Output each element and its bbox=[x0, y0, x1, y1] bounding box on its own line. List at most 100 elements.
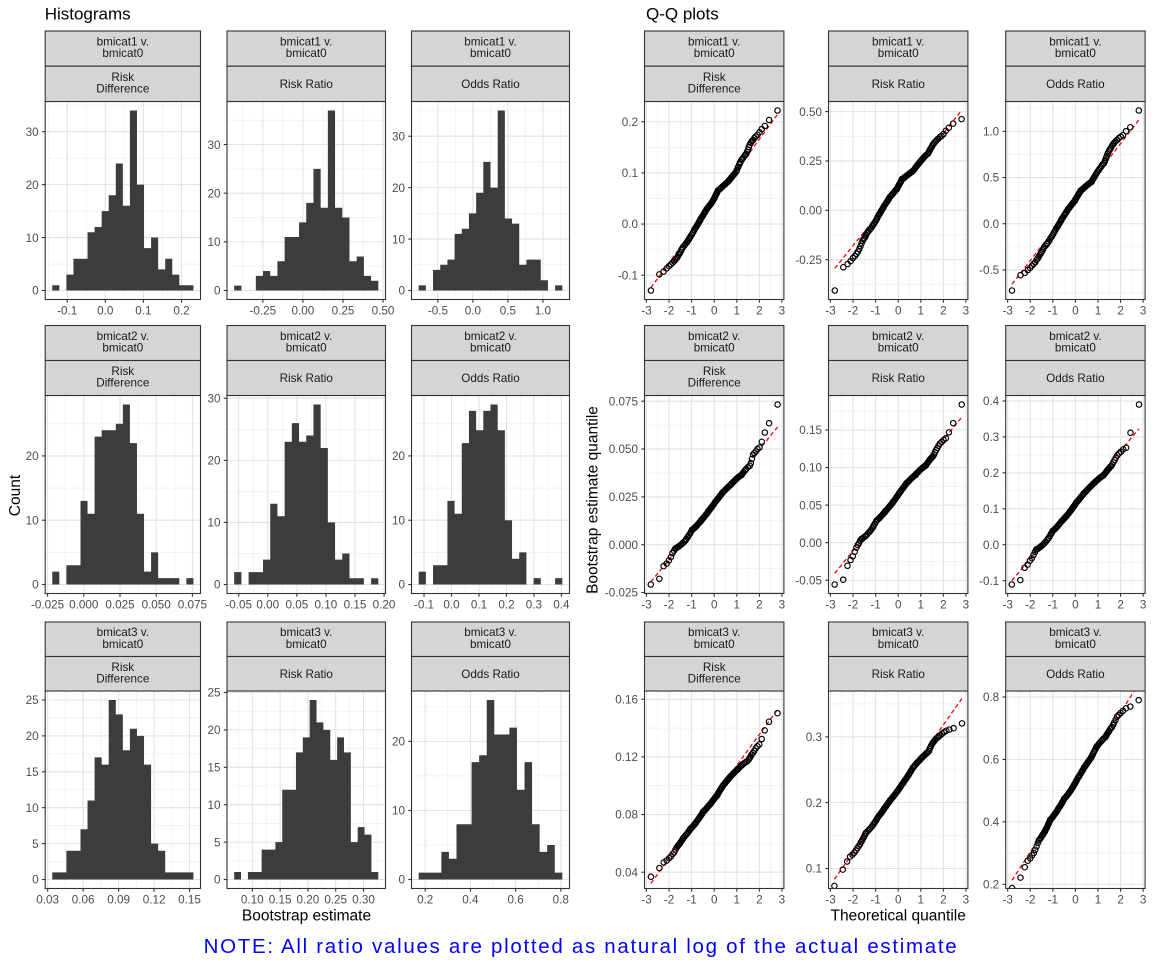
svg-text:0.25: 0.25 bbox=[799, 155, 822, 168]
svg-text:0: 0 bbox=[895, 598, 902, 611]
svg-text:0.00: 0.00 bbox=[799, 537, 822, 550]
svg-text:0.2: 0.2 bbox=[417, 893, 433, 906]
svg-text:-0.025: -0.025 bbox=[605, 587, 639, 600]
svg-text:0.6: 0.6 bbox=[507, 893, 523, 906]
svg-text:bmicat3 v.: bmicat3 v. bbox=[688, 626, 740, 639]
svg-text:-3: -3 bbox=[641, 598, 651, 611]
svg-text:bmicat0: bmicat0 bbox=[694, 342, 735, 355]
svg-text:bmicat2 v.: bmicat2 v. bbox=[872, 330, 924, 343]
svg-text:-3: -3 bbox=[1002, 598, 1012, 611]
svg-text:20: 20 bbox=[26, 730, 40, 743]
svg-text:0: 0 bbox=[1072, 304, 1079, 317]
svg-text:0.4: 0.4 bbox=[462, 893, 479, 906]
svg-text:-2: -2 bbox=[664, 598, 674, 611]
svg-text:-2: -2 bbox=[848, 598, 858, 611]
svg-text:Odds Ratio: Odds Ratio bbox=[461, 372, 520, 385]
svg-text:bmicat0: bmicat0 bbox=[470, 47, 511, 60]
svg-text:2: 2 bbox=[1117, 304, 1124, 317]
svg-text:Theoretical quantile: Theoretical quantile bbox=[831, 908, 966, 925]
svg-text:10: 10 bbox=[207, 517, 221, 530]
svg-text:30: 30 bbox=[207, 393, 221, 406]
svg-text:0.5: 0.5 bbox=[983, 172, 1000, 185]
svg-text:1: 1 bbox=[1095, 598, 1102, 611]
svg-text:0.05: 0.05 bbox=[286, 598, 309, 611]
svg-text:20: 20 bbox=[207, 187, 221, 200]
svg-text:0.03: 0.03 bbox=[36, 893, 59, 906]
svg-text:0: 0 bbox=[711, 893, 718, 906]
svg-text:0.1: 0.1 bbox=[622, 167, 638, 180]
svg-text:Difference: Difference bbox=[96, 672, 149, 685]
svg-text:10: 10 bbox=[207, 799, 221, 812]
svg-text:-0.5: -0.5 bbox=[428, 304, 449, 317]
svg-text:0.075: 0.075 bbox=[609, 395, 639, 408]
svg-text:0.20: 0.20 bbox=[297, 893, 320, 906]
svg-text:-1: -1 bbox=[686, 893, 696, 906]
svg-text:0.2: 0.2 bbox=[622, 116, 638, 129]
svg-text:Odds Ratio: Odds Ratio bbox=[461, 668, 520, 681]
svg-text:0: 0 bbox=[1072, 598, 1079, 611]
svg-text:1: 1 bbox=[918, 598, 925, 611]
svg-text:0: 0 bbox=[711, 304, 718, 317]
svg-text:-3: -3 bbox=[1002, 304, 1012, 317]
svg-text:bmicat0: bmicat0 bbox=[470, 342, 511, 355]
svg-text:0.000: 0.000 bbox=[69, 598, 99, 611]
svg-text:1: 1 bbox=[734, 893, 741, 906]
svg-text:-1: -1 bbox=[1048, 304, 1058, 317]
svg-text:2: 2 bbox=[940, 893, 947, 906]
svg-text:20: 20 bbox=[392, 450, 406, 463]
svg-text:0.20: 0.20 bbox=[373, 598, 396, 611]
svg-text:0.04: 0.04 bbox=[615, 866, 638, 879]
svg-text:-0.05: -0.05 bbox=[225, 598, 252, 611]
svg-text:1: 1 bbox=[1095, 304, 1102, 317]
svg-text:-0.1: -0.1 bbox=[414, 598, 434, 611]
svg-text:0.4: 0.4 bbox=[553, 598, 570, 611]
svg-text:1.0: 1.0 bbox=[983, 126, 1000, 139]
svg-text:bmicat3 v.: bmicat3 v. bbox=[1049, 626, 1101, 639]
svg-text:0.10: 0.10 bbox=[799, 462, 822, 475]
svg-text:30: 30 bbox=[26, 126, 40, 139]
svg-text:-2: -2 bbox=[1025, 598, 1035, 611]
svg-text:-2: -2 bbox=[664, 893, 674, 906]
svg-text:bmicat0: bmicat0 bbox=[1055, 342, 1096, 355]
svg-text:0.0: 0.0 bbox=[97, 304, 114, 317]
svg-text:20: 20 bbox=[207, 724, 221, 737]
svg-text:0.06: 0.06 bbox=[72, 893, 95, 906]
svg-text:Risk: Risk bbox=[703, 661, 726, 674]
svg-text:0.0: 0.0 bbox=[443, 598, 460, 611]
svg-text:0: 0 bbox=[214, 874, 221, 887]
svg-text:5: 5 bbox=[32, 838, 39, 851]
svg-text:-1: -1 bbox=[686, 304, 696, 317]
svg-text:0.4: 0.4 bbox=[983, 816, 1000, 829]
svg-text:-2: -2 bbox=[1025, 893, 1035, 906]
svg-text:20: 20 bbox=[26, 179, 40, 192]
svg-text:bmicat1 v.: bmicat1 v. bbox=[1049, 36, 1101, 49]
svg-text:bmicat3 v.: bmicat3 v. bbox=[97, 626, 149, 639]
svg-text:1: 1 bbox=[918, 893, 925, 906]
svg-text:Difference: Difference bbox=[688, 82, 741, 95]
svg-text:0: 0 bbox=[895, 893, 902, 906]
svg-text:bmicat0: bmicat0 bbox=[286, 47, 327, 60]
svg-text:0.12: 0.12 bbox=[143, 893, 166, 906]
svg-text:Histograms: Histograms bbox=[45, 5, 131, 24]
svg-text:-0.05: -0.05 bbox=[795, 574, 822, 587]
svg-text:Odds Ratio: Odds Ratio bbox=[461, 78, 520, 91]
svg-text:0: 0 bbox=[895, 304, 902, 317]
svg-text:3: 3 bbox=[779, 598, 786, 611]
svg-text:0.6: 0.6 bbox=[983, 754, 999, 767]
svg-text:0.000: 0.000 bbox=[609, 539, 639, 552]
svg-text:10: 10 bbox=[26, 514, 40, 527]
svg-text:30: 30 bbox=[207, 139, 221, 152]
svg-text:Risk: Risk bbox=[703, 71, 726, 84]
svg-text:-2: -2 bbox=[848, 304, 858, 317]
svg-text:0.50: 0.50 bbox=[799, 106, 822, 119]
svg-text:3: 3 bbox=[963, 893, 970, 906]
svg-text:0.3: 0.3 bbox=[806, 731, 822, 744]
svg-text:bmicat0: bmicat0 bbox=[470, 638, 511, 651]
svg-text:-1: -1 bbox=[870, 598, 880, 611]
svg-text:bmicat0: bmicat0 bbox=[694, 47, 735, 60]
svg-text:bmicat1 v.: bmicat1 v. bbox=[872, 36, 924, 49]
svg-text:Risk: Risk bbox=[703, 365, 726, 378]
svg-text:0.1: 0.1 bbox=[806, 863, 822, 876]
svg-text:bmicat2 v.: bmicat2 v. bbox=[464, 330, 516, 343]
svg-text:10: 10 bbox=[26, 802, 40, 815]
